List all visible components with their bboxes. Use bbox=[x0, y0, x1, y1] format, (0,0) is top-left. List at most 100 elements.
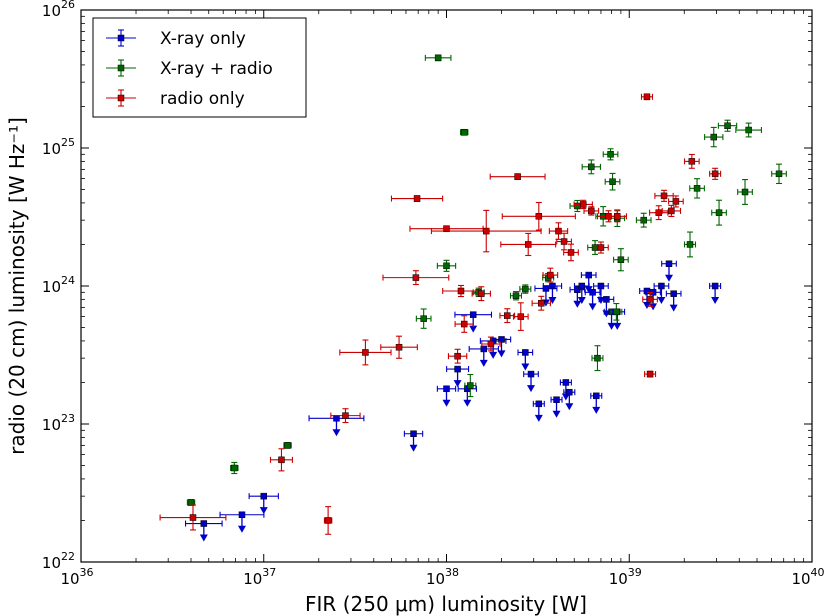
data-marker bbox=[614, 213, 621, 220]
data-point bbox=[430, 209, 542, 253]
upper-limit-arrowhead bbox=[442, 399, 451, 407]
data-point bbox=[489, 173, 546, 180]
data-point bbox=[771, 163, 787, 185]
upper-limit-arrowhead bbox=[613, 322, 622, 330]
upper-limit-arrowhead bbox=[592, 406, 601, 414]
x-tick-label: 1038 bbox=[426, 566, 459, 588]
data-marker bbox=[710, 133, 718, 141]
data-point bbox=[269, 448, 293, 472]
data-point bbox=[689, 178, 705, 199]
data-point bbox=[709, 167, 722, 180]
data-point bbox=[330, 408, 361, 424]
data-point bbox=[447, 348, 468, 364]
data-marker bbox=[504, 312, 511, 319]
data-marker bbox=[594, 354, 601, 362]
data-marker bbox=[189, 514, 197, 521]
data-marker bbox=[443, 385, 450, 393]
upper-limit-arrowhead bbox=[664, 274, 673, 282]
upper-limit-arrowhead bbox=[588, 303, 597, 311]
data-marker bbox=[524, 241, 532, 248]
data-marker bbox=[231, 464, 238, 472]
data-point bbox=[683, 231, 697, 258]
data-point bbox=[471, 286, 491, 302]
data-marker bbox=[522, 349, 529, 356]
data-point bbox=[523, 370, 539, 393]
data-marker bbox=[588, 163, 595, 171]
data-point bbox=[542, 267, 559, 283]
data-marker bbox=[724, 122, 731, 129]
data-marker bbox=[745, 126, 752, 134]
data-marker bbox=[238, 511, 246, 518]
x-tick-label: 1040 bbox=[791, 566, 824, 588]
data-point bbox=[548, 222, 569, 240]
data-marker bbox=[443, 262, 450, 270]
data-marker bbox=[658, 282, 665, 290]
upper-limit-arrowhead bbox=[669, 304, 678, 312]
upper-limit-arrowhead bbox=[552, 410, 561, 418]
data-marker bbox=[597, 282, 605, 290]
upper-limit-arrowhead bbox=[642, 301, 651, 309]
data-point bbox=[642, 291, 658, 307]
data-marker bbox=[535, 213, 543, 220]
data-marker bbox=[454, 365, 461, 373]
data-point bbox=[661, 204, 682, 217]
data-marker bbox=[278, 456, 285, 464]
data-point bbox=[380, 335, 418, 359]
upper-limit-arrowhead bbox=[711, 297, 720, 304]
upper-limit-arrowhead bbox=[199, 534, 208, 542]
upper-limit-arrowhead bbox=[409, 444, 418, 452]
legend-label: X-ray + radio bbox=[160, 59, 273, 79]
data-marker bbox=[517, 313, 525, 320]
data-marker bbox=[562, 379, 570, 386]
data-point bbox=[436, 385, 457, 407]
data-marker bbox=[487, 340, 495, 348]
series-radio-only bbox=[159, 93, 722, 535]
data-marker bbox=[741, 188, 749, 196]
legend-label: radio only bbox=[160, 89, 245, 109]
data-point bbox=[683, 153, 700, 169]
data-point bbox=[644, 370, 657, 378]
y-tick-label: 1022 bbox=[42, 550, 75, 572]
data-point bbox=[550, 396, 563, 418]
data-point bbox=[581, 159, 601, 175]
data-marker bbox=[514, 173, 521, 180]
data-marker bbox=[640, 216, 647, 224]
data-point bbox=[390, 195, 444, 202]
data-marker bbox=[672, 198, 680, 205]
x-tick-label: 1036 bbox=[60, 566, 93, 588]
data-point bbox=[717, 119, 738, 132]
data-point bbox=[159, 504, 227, 531]
data-marker bbox=[200, 520, 208, 527]
data-marker bbox=[609, 178, 616, 185]
data-marker bbox=[333, 415, 340, 422]
data-point bbox=[219, 511, 265, 533]
data-point bbox=[584, 289, 601, 311]
data-marker bbox=[454, 352, 461, 360]
upper-limit-arrowhead bbox=[469, 325, 478, 333]
data-point bbox=[607, 210, 627, 223]
data-marker bbox=[478, 290, 485, 297]
upper-limit-arrowhead bbox=[584, 286, 593, 294]
data-marker bbox=[480, 345, 488, 353]
data-point bbox=[709, 282, 722, 304]
data-point bbox=[464, 373, 477, 398]
data-marker bbox=[646, 370, 654, 378]
data-marker bbox=[522, 285, 529, 293]
data-point bbox=[519, 284, 532, 294]
data-point bbox=[248, 492, 279, 515]
upper-limit-arrowhead bbox=[534, 414, 543, 422]
data-point bbox=[382, 270, 450, 286]
data-point bbox=[403, 430, 424, 452]
data-marker bbox=[362, 349, 369, 356]
data-point bbox=[735, 122, 762, 138]
data-marker bbox=[457, 287, 465, 295]
data-layer bbox=[159, 54, 787, 542]
data-marker bbox=[688, 158, 696, 165]
upper-limit-arrowhead bbox=[521, 363, 530, 371]
data-marker bbox=[412, 274, 420, 281]
upper-limit-arrowhead bbox=[577, 297, 586, 304]
data-marker bbox=[617, 256, 625, 263]
data-marker bbox=[527, 370, 535, 378]
upper-limit-arrowhead bbox=[259, 507, 268, 515]
